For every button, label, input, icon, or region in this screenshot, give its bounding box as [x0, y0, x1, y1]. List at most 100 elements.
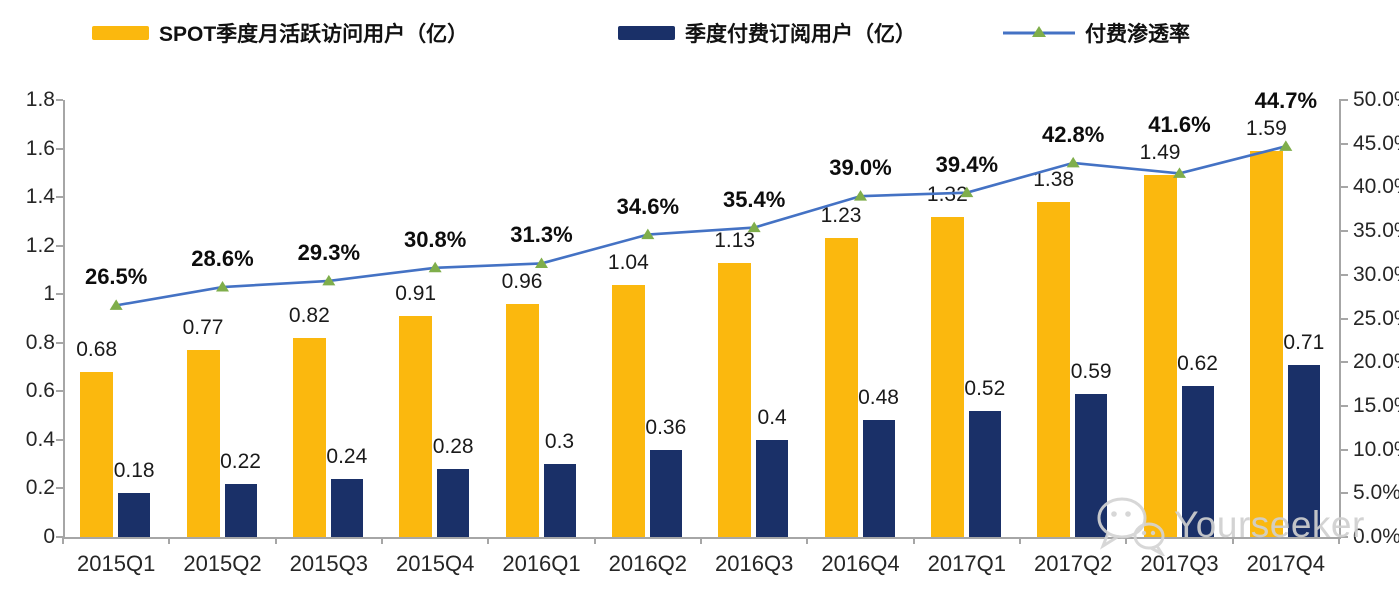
triangle-marker: [535, 257, 548, 268]
bar-value-label-subscribers: 0.22: [220, 449, 261, 473]
right-axis-label: 35.0%: [1353, 219, 1399, 243]
legend-label-subscribers: 季度付费订阅用户（亿）: [685, 23, 916, 46]
x-axis-label: 2017Q2: [1034, 551, 1113, 576]
triangle-marker: [109, 299, 123, 310]
legend-item-subscribers: 季度付费订阅用户（亿）: [618, 18, 916, 48]
legend-label-penetration: 付费渗透率: [1085, 23, 1190, 46]
left-axis-line: [63, 100, 65, 537]
bar-subscribers: [649, 449, 682, 537]
left-axis-tick: [56, 438, 63, 441]
right-axis-label: 50.0%: [1353, 88, 1399, 111]
x-axis-label: 2015Q3: [289, 551, 368, 576]
left-axis-label: 0: [43, 525, 55, 548]
bar-subscribers: [1287, 364, 1320, 537]
left-axis-tick: [56, 147, 63, 150]
right-axis-tick: [1339, 492, 1348, 495]
x-axis-tick: [912, 537, 915, 544]
left-axis-label: 1.6: [25, 136, 55, 160]
bar-value-label-subscribers: 0.62: [1177, 352, 1218, 376]
x-axis-tick: [1338, 537, 1340, 544]
bar-value-label-mau: 1.49: [1139, 141, 1181, 165]
left-axis-tick: [56, 244, 63, 247]
right-axis-label: 45.0%: [1353, 131, 1399, 155]
x-axis-tick: [1231, 537, 1234, 544]
right-axis-tick: [1339, 99, 1348, 101]
right-axis-label: 30.0%: [1353, 262, 1399, 286]
bar-value-label-subscribers: 0.4: [757, 405, 787, 429]
right-axis-tick: [1339, 448, 1348, 451]
bar-value-label-mau: 1.59: [1245, 116, 1287, 140]
x-axis-tick: [806, 537, 809, 544]
penetration-pct-label: 42.8%: [1041, 121, 1105, 147]
right-axis-label: 0.0%: [1353, 525, 1399, 548]
right-axis-tick: [1339, 404, 1348, 407]
bar-value-label-subscribers: 0.59: [1070, 359, 1112, 383]
penetration-pct-label: 28.6%: [191, 246, 254, 272]
bar-value-label-mau: 1.23: [820, 204, 862, 228]
x-axis-label: 2016Q2: [608, 551, 687, 576]
triangle-marker: [854, 190, 867, 201]
left-axis-label: 1.2: [25, 233, 55, 257]
right-axis-tick: [1339, 186, 1348, 189]
penetration-pct-label: 35.4%: [722, 186, 786, 212]
bar-value-label-mau: 1.32: [926, 182, 968, 206]
triangle-marker: [216, 281, 229, 292]
bar-subscribers: [224, 483, 257, 537]
x-axis-label: 2015Q1: [77, 551, 156, 576]
penetration-pct-label: 26.5%: [84, 264, 148, 290]
left-axis-label: 1.4: [25, 185, 55, 209]
bar-value-label-subscribers: 0.36: [645, 415, 687, 439]
bar-swatch-navy: [618, 26, 675, 40]
right-axis-tick: [1339, 230, 1348, 233]
penetration-pct-label: 31.3%: [510, 222, 573, 248]
x-axis-label: 2015Q4: [396, 551, 475, 576]
wechat-icon: [1094, 494, 1168, 556]
x-axis-tick: [381, 537, 383, 544]
right-axis-tick: [1339, 273, 1348, 276]
penetration-pct-label: 41.6%: [1148, 112, 1211, 138]
right-axis-label: 25.0%: [1353, 306, 1399, 330]
bar-value-label-subscribers: 0.28: [432, 435, 474, 459]
line-marker-swatch: [1003, 25, 1075, 41]
bar-subscribers: [1075, 393, 1108, 537]
bar-mau: [186, 350, 220, 537]
watermark: Yourseeker: [1094, 494, 1365, 556]
bar-subscribers: [1181, 386, 1214, 537]
penetration-pct-label: 44.7%: [1254, 87, 1318, 113]
left-axis-tick: [56, 341, 63, 344]
x-axis-label: 2017Q1: [927, 551, 1006, 576]
triangle-marker: [428, 261, 442, 273]
right-axis-label: 10.0%: [1353, 437, 1399, 461]
left-axis-label: 0.2: [25, 476, 55, 500]
bar-value-label-mau: 1.38: [1033, 167, 1075, 191]
left-axis-tick: [56, 390, 63, 393]
bar-mau: [505, 303, 539, 537]
bar-mau: [718, 262, 752, 537]
bar-subscribers: [968, 410, 1001, 537]
bar-value-label-subscribers: 0.52: [964, 376, 1006, 400]
bar-value-label-mau: 0.82: [288, 303, 330, 327]
x-axis-tick: [1019, 537, 1021, 544]
bar-subscribers: [543, 464, 576, 537]
penetration-pct-label: 29.3%: [297, 239, 361, 265]
x-axis-tick: [700, 537, 702, 544]
bar-value-label-subscribers: 0.3: [544, 430, 575, 454]
bar-mau: [399, 316, 433, 537]
bar-value-label-mau: 1.13: [714, 228, 756, 252]
bar-value-label-subscribers: 0.48: [858, 386, 899, 410]
left-axis-label: 0.8: [25, 330, 55, 354]
x-axis-tick: [487, 537, 490, 544]
bar-value-label-mau: 0.96: [501, 269, 543, 293]
triangle-marker: [1066, 156, 1080, 168]
x-axis-tick: [1125, 537, 1128, 544]
left-axis-label: 0.4: [25, 427, 55, 451]
left-axis-tick: [56, 99, 63, 101]
x-axis-label: 2016Q3: [715, 551, 794, 576]
watermark-text: Yourseeker: [1174, 504, 1365, 545]
legend-item-mau: SPOT季度月活跃访问用户（亿）: [92, 18, 468, 48]
penetration-pct-label: 30.8%: [403, 226, 467, 252]
x-axis-tick: [62, 537, 64, 544]
bar-swatch-yellow: [92, 26, 149, 40]
